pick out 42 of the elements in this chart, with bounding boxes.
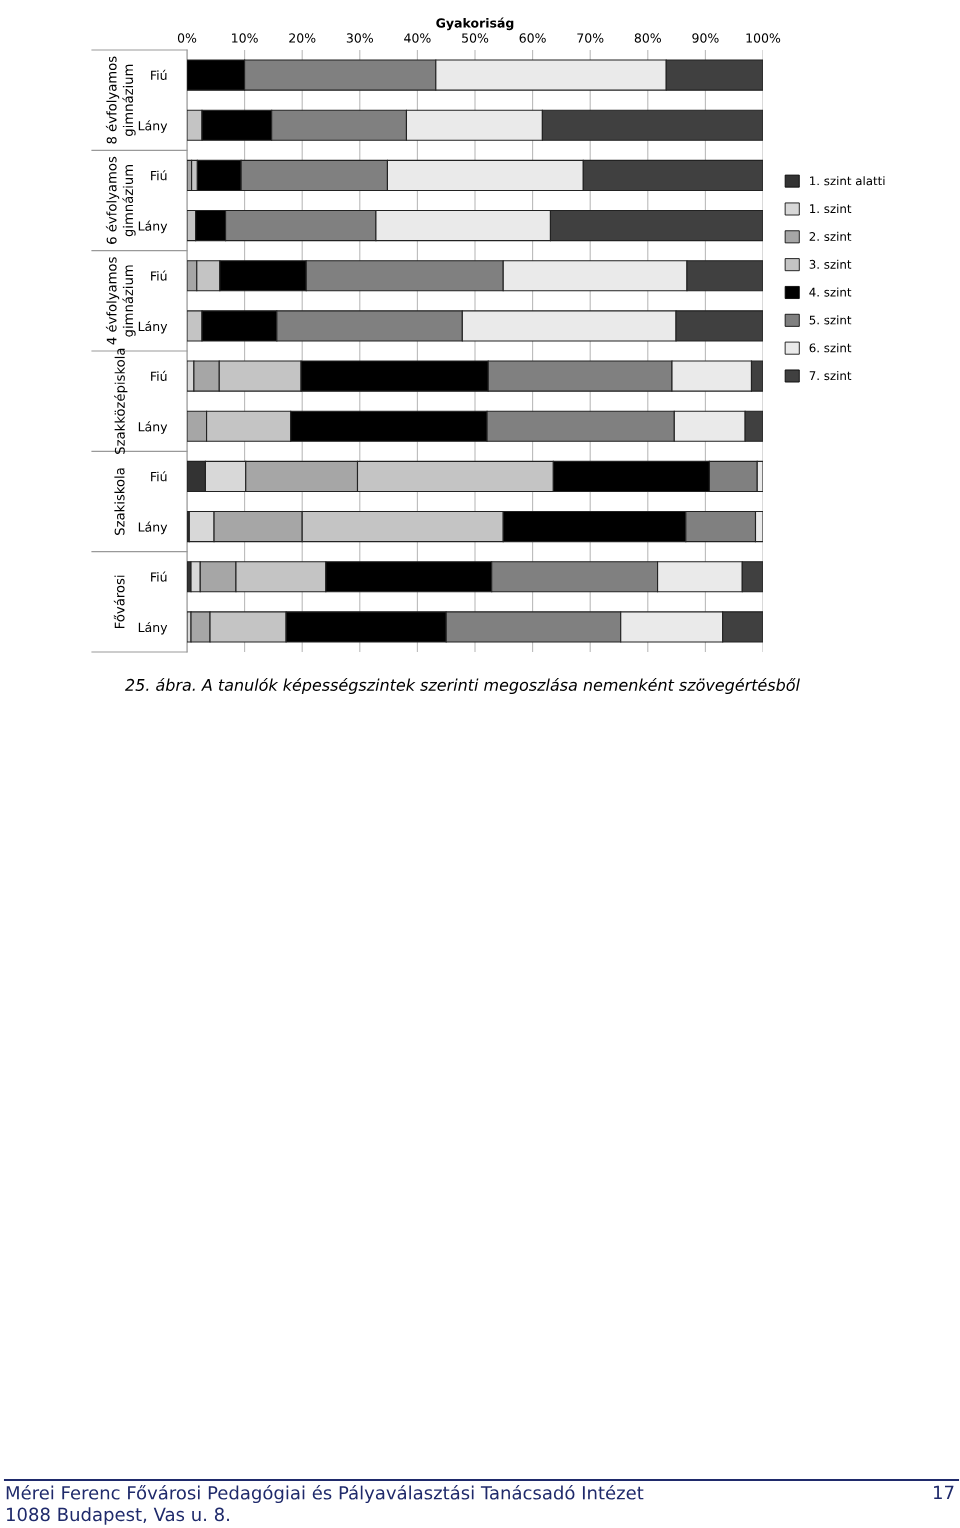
y-tick-label: Fiú: [151, 571, 167, 582]
legend-label: 1. szint: [810, 203, 852, 214]
y-tick-label: Fiú: [151, 69, 167, 81]
x-tick-label: 50%: [462, 33, 489, 43]
y-tick-label: Fiú: [151, 471, 167, 482]
legend-label: 5. szint: [809, 315, 852, 325]
y-tick-label: Lány: [138, 521, 168, 535]
y-tick-label: Lány: [138, 220, 168, 234]
legend-label: 7. szint: [809, 371, 852, 381]
x-tick-label: 100%: [746, 33, 781, 43]
x-axis-title: Gyakoriság: [436, 17, 514, 31]
x-tick-label: 40%: [404, 33, 431, 43]
x-tick-label: 60%: [519, 33, 546, 43]
y-tick-label: Lány: [138, 421, 168, 434]
text: 4 évfolyamos gimnázium: [105, 257, 136, 345]
y-tick-label: Lány: [138, 120, 168, 133]
legend-label: 3. szint: [809, 259, 852, 269]
x-tick-label: 10%: [232, 33, 258, 43]
legend-label: 4. szint: [809, 287, 852, 297]
text: Szakiskola: [114, 468, 125, 535]
legend-label: 2. szint: [809, 231, 852, 241]
legend-label: 1. szint alatti: [810, 176, 885, 186]
x-tick-label: 70%: [577, 33, 604, 43]
text: Fővárosi: [113, 575, 125, 628]
text: Mérei Ferenc Fővárosi Pedagógiai és Pályaválasztási Tanácsadó Intézet: [6, 1484, 644, 1504]
x-tick-label: 20%: [289, 33, 316, 43]
x-tick-label: 80%: [634, 33, 661, 43]
y-tick-label: Lány: [138, 621, 168, 635]
y-tick-label: Fiú: [151, 370, 167, 382]
text: 8 évfolyamos gimnázium: [105, 56, 136, 144]
text: 17: [934, 1485, 954, 1499]
y-tick-label: Fiú: [151, 270, 167, 281]
y-tick-label: Fiú: [151, 170, 167, 181]
x-tick-label: 90%: [692, 33, 719, 43]
text: 6 évfolyamos gimnázium: [105, 156, 136, 244]
text: 25. ábra. A tanulók képességszintek szerinti megoszlása nemenként szövegértésből: [125, 677, 800, 695]
x-tick-label: 0%: [177, 33, 197, 43]
y-tick-label: Lány: [138, 320, 168, 334]
x-tick-label: 30%: [346, 33, 373, 43]
legend-label: 6. szint: [809, 343, 852, 353]
text: 1088 Budapest, Vas u. 8.: [6, 1507, 229, 1525]
text: Szakközépiskola: [114, 348, 128, 454]
